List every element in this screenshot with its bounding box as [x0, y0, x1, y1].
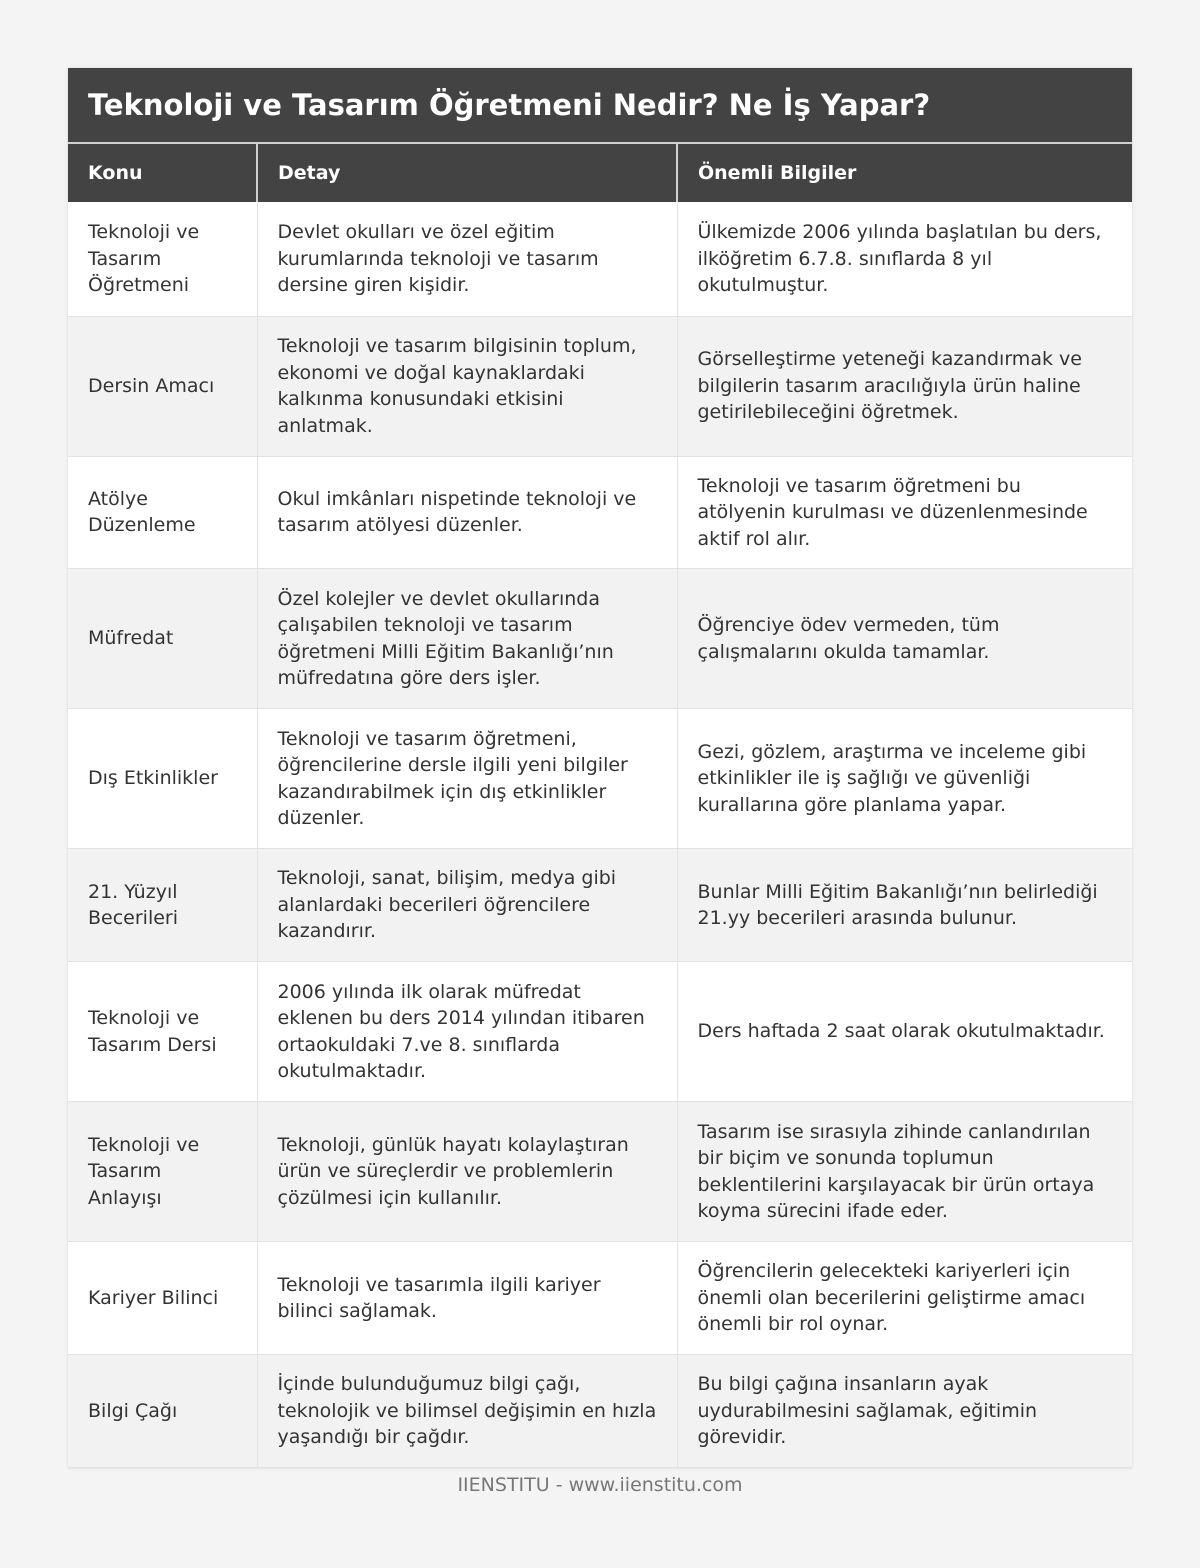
- column-header-konu: Konu: [68, 144, 258, 202]
- cell-detay: Okul imkânları nispetinde teknoloji ve t…: [257, 456, 678, 569]
- cell-konu: Dersin Amacı: [68, 316, 258, 457]
- table-row: 21. Yüzyıl Becerileri Teknoloji, sanat, b…: [68, 848, 1132, 962]
- column-header-detay: Detay: [257, 144, 678, 202]
- info-table-card: Teknoloji ve Tasarım Öğretmeni Nedir? Ne…: [68, 68, 1132, 1468]
- cell-onemli-bilgiler: Görselleştirme yeteneği kazandırmak ve b…: [677, 316, 1132, 457]
- page-title: Teknoloji ve Tasarım Öğretmeni Nedir? Ne…: [68, 68, 1132, 144]
- cell-onemli-bilgiler: Ders haftada 2 saat olarak okutulmaktadı…: [677, 961, 1132, 1102]
- table-row: Müfredat Özel kolejler ve devlet okulları…: [68, 568, 1132, 709]
- cell-onemli-bilgiler: Gezi, gözlem, araştırma ve inceleme gibi…: [677, 708, 1132, 849]
- cell-onemli-bilgiler: Tasarım ise sırasıyla zihinde canlandırı…: [677, 1101, 1132, 1242]
- cell-konu: 21. Yüzyıl Becerileri: [68, 848, 258, 962]
- table-row: Atölye Düzenleme Okul imkânları nispetind…: [68, 456, 1132, 569]
- cell-onemli-bilgiler: Teknoloji ve tasarım öğretmeni bu atölye…: [677, 456, 1132, 569]
- cell-konu: Bilgi Çağı: [68, 1354, 258, 1468]
- cell-onemli-bilgiler: Öğrenciye ödev vermeden, tüm çalışmaları…: [677, 568, 1132, 709]
- footer-credit: IIENSTITU - www.iienstitu.com: [457, 1474, 743, 1496]
- cell-konu: Kariyer Bilinci: [68, 1241, 258, 1355]
- cell-detay: Teknoloji ve tasarım öğretmeni, öğrencil…: [257, 708, 678, 849]
- cell-detay: Teknoloji ve tasarımla ilgili kariyer bi…: [257, 1241, 678, 1355]
- table-row: Teknoloji ve Tasarım Öğretmeni Devlet oku…: [68, 202, 1132, 317]
- table-row: Teknoloji ve Tasarım Dersi 2006 yılında i…: [68, 961, 1132, 1102]
- cell-onemli-bilgiler: Öğrencilerin gelecekteki kariyerleri içi…: [677, 1241, 1132, 1355]
- cell-detay: Devlet okulları ve özel eğitim kurumları…: [257, 202, 678, 317]
- cell-onemli-bilgiler: Ülkemizde 2006 yılında başlatılan bu der…: [677, 202, 1132, 317]
- cell-detay: Özel kolejler ve devlet okullarında çalı…: [257, 568, 678, 709]
- cell-detay: 2006 yılında ilk olarak müfredat eklenen…: [257, 961, 678, 1102]
- column-header-onemli-bilgiler: Önemli Bilgiler: [677, 144, 1132, 202]
- cell-detay: İçinde bulunduğumuz bilgi çağı, teknoloj…: [257, 1354, 678, 1468]
- cell-detay: Teknoloji, sanat, bilişim, medya gibi al…: [257, 848, 678, 962]
- cell-konu: Teknoloji ve Tasarım Öğretmeni: [68, 202, 258, 317]
- cell-onemli-bilgiler: Bunlar Milli Eğitim Bakanlığı’nın belirl…: [677, 848, 1132, 962]
- cell-detay: Teknoloji ve tasarım bilgisinin toplum, …: [257, 316, 678, 457]
- table-row: Kariyer Bilinci Teknoloji ve tasarımla il…: [68, 1241, 1132, 1355]
- cell-konu: Müfredat: [68, 568, 258, 709]
- info-table: Konu Detay Önemli Bilgiler Teknoloji ve …: [68, 144, 1132, 1468]
- table-row: Dış Etkinlikler Teknoloji ve tasarım öğre…: [68, 708, 1132, 849]
- cell-konu: Teknoloji ve Tasarım Anlayışı: [68, 1101, 258, 1242]
- cell-konu: Teknoloji ve Tasarım Dersi: [68, 961, 258, 1102]
- table-row: Teknoloji ve Tasarım Anlayışı Teknoloji, …: [68, 1101, 1132, 1242]
- table-row: Bilgi Çağı İçinde bulunduğumuz bilgi çağı…: [68, 1354, 1132, 1468]
- cell-onemli-bilgiler: Bu bilgi çağına insanların ayak uydurabi…: [677, 1354, 1132, 1468]
- cell-detay: Teknoloji, günlük hayatı kolaylaştıran ü…: [257, 1101, 678, 1242]
- table-row: Dersin Amacı Teknoloji ve tasarım bilgisi…: [68, 316, 1132, 457]
- table-header-row: Konu Detay Önemli Bilgiler: [68, 144, 1132, 202]
- cell-konu: Dış Etkinlikler: [68, 708, 258, 849]
- cell-konu: Atölye Düzenleme: [68, 456, 258, 569]
